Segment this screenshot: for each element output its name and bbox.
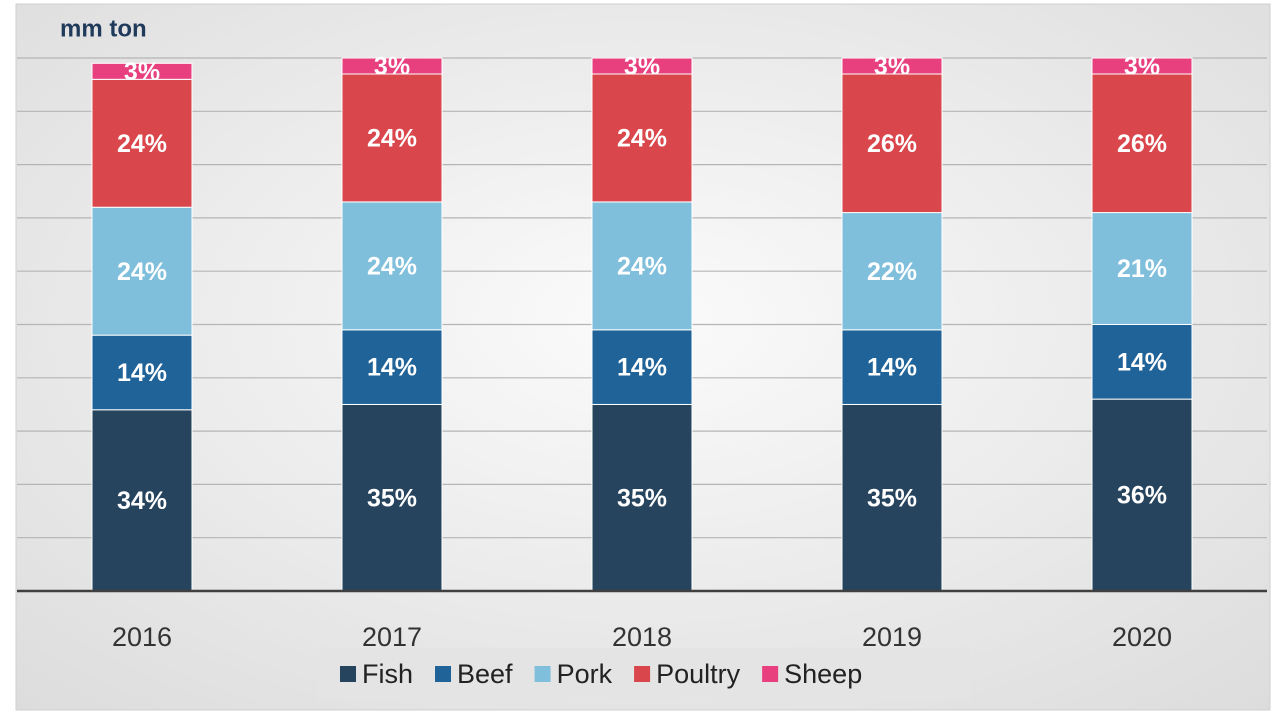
bar-segment bbox=[91, 62, 193, 80]
data-label: 14% bbox=[1117, 348, 1167, 376]
bar-segment bbox=[91, 78, 193, 208]
bar-segment bbox=[591, 329, 693, 405]
chart-title: mm ton bbox=[60, 15, 147, 42]
legend-swatch bbox=[634, 666, 651, 682]
data-label: 22% bbox=[867, 258, 917, 286]
bar-segment bbox=[1091, 324, 1193, 400]
data-label: 24% bbox=[617, 125, 667, 153]
data-label: 14% bbox=[117, 359, 167, 387]
bar-segment bbox=[591, 403, 693, 592]
data-label: 35% bbox=[867, 484, 917, 512]
data-label: 3% bbox=[124, 58, 160, 86]
bar-segment bbox=[591, 73, 693, 203]
bar-segment bbox=[841, 57, 943, 75]
legend-label: Beef bbox=[457, 659, 513, 689]
legend-label: Pork bbox=[557, 659, 613, 689]
bar-segment bbox=[841, 73, 943, 214]
bar-segment bbox=[591, 57, 693, 75]
bar-segment bbox=[91, 409, 193, 592]
legend-swatch bbox=[340, 666, 356, 682]
bar-segment bbox=[91, 334, 193, 411]
x-tick-label: 2017 bbox=[362, 622, 422, 652]
data-label: 21% bbox=[1117, 255, 1167, 283]
data-label: 14% bbox=[867, 354, 917, 382]
data-label: 24% bbox=[367, 252, 417, 280]
data-label: 36% bbox=[1117, 482, 1167, 510]
x-tick-label: 2018 bbox=[612, 622, 672, 652]
data-label: 3% bbox=[374, 53, 410, 81]
bar-segment bbox=[1091, 57, 1193, 75]
data-label: 35% bbox=[367, 484, 417, 512]
data-label: 26% bbox=[1117, 130, 1167, 158]
bar-segment bbox=[841, 212, 943, 331]
x-tick-label: 2019 bbox=[862, 622, 922, 652]
data-label: 24% bbox=[617, 252, 667, 280]
bar-segment bbox=[341, 73, 443, 203]
data-label: 3% bbox=[874, 53, 910, 81]
bar-segment bbox=[91, 206, 193, 336]
bar-segment bbox=[341, 403, 443, 592]
bar-segment bbox=[341, 201, 443, 331]
bar-segment bbox=[1091, 398, 1193, 592]
bar-segment bbox=[1091, 212, 1193, 326]
legend-label: Fish bbox=[362, 659, 413, 689]
data-label: 26% bbox=[867, 130, 917, 158]
data-label: 3% bbox=[624, 53, 660, 81]
data-label: 24% bbox=[367, 125, 417, 153]
legend-swatch bbox=[534, 666, 551, 682]
data-label: 34% bbox=[117, 487, 167, 515]
data-label: 24% bbox=[117, 258, 167, 286]
data-label: 35% bbox=[617, 484, 667, 512]
data-label: 14% bbox=[617, 354, 667, 382]
data-label: 24% bbox=[117, 130, 167, 158]
data-label: 14% bbox=[367, 354, 417, 382]
legend-label: Poultry bbox=[656, 659, 741, 689]
x-tick-label: 2016 bbox=[112, 622, 172, 652]
legend-swatch bbox=[762, 666, 779, 682]
data-label: 3% bbox=[1124, 53, 1160, 81]
x-tick-label: 2020 bbox=[1112, 622, 1172, 652]
legend-swatch bbox=[435, 666, 452, 682]
legend-label: Sheep bbox=[784, 659, 862, 689]
bar-segment bbox=[591, 201, 693, 331]
bar-segment bbox=[341, 57, 443, 75]
bar-segment bbox=[1091, 73, 1193, 214]
